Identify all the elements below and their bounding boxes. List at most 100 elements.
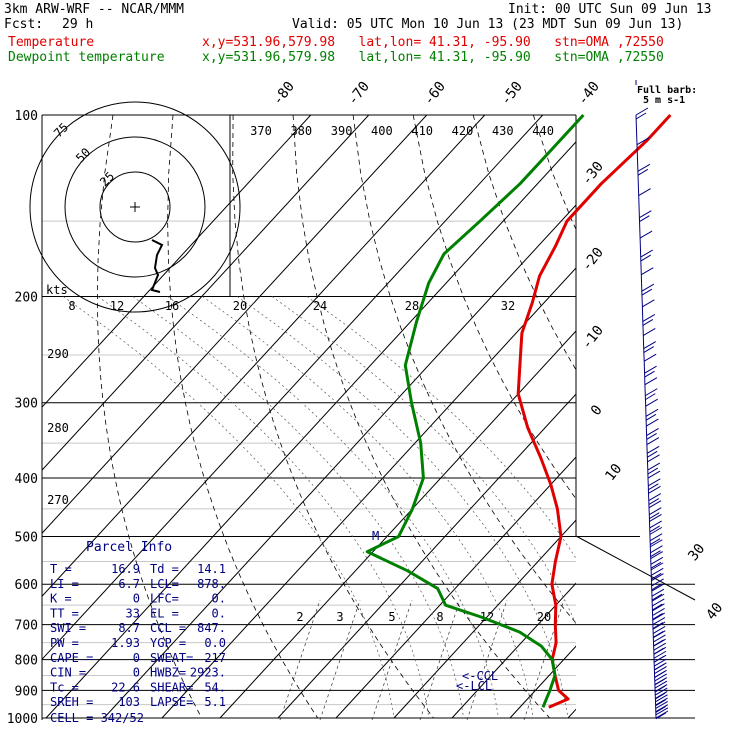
wind-barb xyxy=(650,539,663,548)
parcel-value: 0 xyxy=(133,651,140,665)
wind-barb xyxy=(646,418,659,427)
wind-barb xyxy=(641,267,654,276)
wind-barb xyxy=(652,603,665,612)
wind-barb xyxy=(644,377,658,386)
wind-barb xyxy=(639,230,653,239)
parcel-value: 0 xyxy=(133,592,140,606)
isotherm-label: 40 xyxy=(703,600,726,623)
mixing-ratio-upper-label: 16 xyxy=(165,299,179,313)
temperature-info: x,y=531.96,579.98 lat,lon= 41.31, -95.90… xyxy=(202,35,664,50)
theta-e-label: 280 xyxy=(47,421,69,435)
wind-barb xyxy=(640,249,653,258)
wind-barb xyxy=(650,562,664,571)
parcel-value: 217 xyxy=(204,651,226,665)
pressure-tick-label: 100 xyxy=(15,109,38,124)
init-time: Init: 00 UTC Sun 09 Jun 13 xyxy=(508,2,712,17)
parcel-key: HWBZ= xyxy=(150,666,186,680)
wind-barb xyxy=(643,353,657,362)
fcst-value: 29 h xyxy=(62,17,94,32)
dry-adiabat xyxy=(653,115,740,718)
wind-barb xyxy=(654,680,668,689)
theta-e-label: 290 xyxy=(47,347,69,361)
isotherm-label: -10 xyxy=(579,323,607,353)
wind-barb xyxy=(637,163,651,172)
wind-barb xyxy=(653,650,667,659)
fcst-label: Fcst: xyxy=(4,17,44,32)
hodograph-ring-label: 25 xyxy=(97,169,117,189)
parcel-value: 0. xyxy=(212,606,226,620)
mixing-ratio-upper-label: 32 xyxy=(501,299,515,313)
hodograph-trace xyxy=(150,239,164,293)
wind-barb xyxy=(648,483,659,491)
parcel-value: 0.0 xyxy=(204,636,226,650)
wind-barb xyxy=(638,188,651,196)
wind-barb xyxy=(651,583,662,591)
wind-barb xyxy=(655,712,667,720)
wind-barb xyxy=(649,520,662,529)
isotherm-label: -50 xyxy=(498,79,526,109)
wind-barbs: Full barb:5 m s-1 xyxy=(635,80,697,720)
wind-barb xyxy=(653,638,666,647)
parcel-title: Parcel Info xyxy=(86,540,172,555)
pressure-tick-label: 500 xyxy=(15,530,38,545)
wind-barb xyxy=(649,526,663,535)
parcel-key: SWEAT= xyxy=(150,651,193,665)
theta-label: 400 xyxy=(371,124,393,138)
parcel-value: 0 xyxy=(133,666,140,680)
wind-barb xyxy=(647,467,659,475)
wind-barb xyxy=(647,470,661,479)
wind-barb xyxy=(655,697,668,706)
parcel-value: 8.7 xyxy=(118,621,140,635)
moist-adiabat xyxy=(271,296,576,626)
parcel-key: EL = xyxy=(150,606,179,620)
wind-barb xyxy=(649,525,660,533)
parcel-key: SREH = xyxy=(50,695,93,709)
wind-barb xyxy=(635,112,647,120)
isotherm-label: -70 xyxy=(345,79,373,109)
wind-barb xyxy=(643,346,655,354)
wind-barb xyxy=(635,107,649,116)
parcel-key: SHEAR= xyxy=(150,680,193,694)
dry-adiabat xyxy=(96,115,203,719)
wind-barb xyxy=(643,341,656,350)
mixing-ratio-label: 2 xyxy=(296,610,303,624)
dry-adiabat xyxy=(412,115,576,500)
isotherm xyxy=(509,645,576,719)
wind-barb xyxy=(650,545,663,554)
wind-barb xyxy=(637,168,649,176)
wind-barb xyxy=(651,567,664,576)
parcel-key: CCL = xyxy=(150,621,186,635)
parcel-value: 22.6 xyxy=(111,680,140,694)
wind-barb xyxy=(644,370,655,378)
isotherm xyxy=(45,141,576,719)
dry-adiabat xyxy=(713,115,740,718)
parcel-value: 5.1 xyxy=(204,695,226,709)
parcel-key: K = xyxy=(50,592,72,606)
wind-barb xyxy=(646,445,660,454)
wind-barb xyxy=(643,327,656,336)
wind-barb xyxy=(652,621,666,630)
wind-barb xyxy=(639,210,652,219)
wind-barb xyxy=(648,498,660,506)
isotherms xyxy=(42,115,740,719)
wind-barb xyxy=(651,583,665,592)
isotherm-label: -40 xyxy=(575,79,603,109)
wind-barb xyxy=(654,669,667,678)
parcel-key: Tc = xyxy=(50,680,79,694)
mixing-ratio-upper-label: 20 xyxy=(233,299,247,313)
wind-barb xyxy=(653,646,667,655)
wind-barb xyxy=(646,450,658,458)
series-layer: M <-CCL<-LCL xyxy=(365,113,672,709)
wind-barb xyxy=(648,500,662,509)
wind-barb xyxy=(646,437,660,445)
melting-level-marker: M xyxy=(372,529,379,543)
moist-adiabat xyxy=(167,296,499,719)
wind-barb xyxy=(641,283,655,292)
wind-barb xyxy=(654,673,668,682)
wind-barb xyxy=(654,658,667,667)
moist-adiabat xyxy=(132,296,464,719)
wind-barb xyxy=(653,642,667,651)
barb-staff xyxy=(635,114,657,719)
